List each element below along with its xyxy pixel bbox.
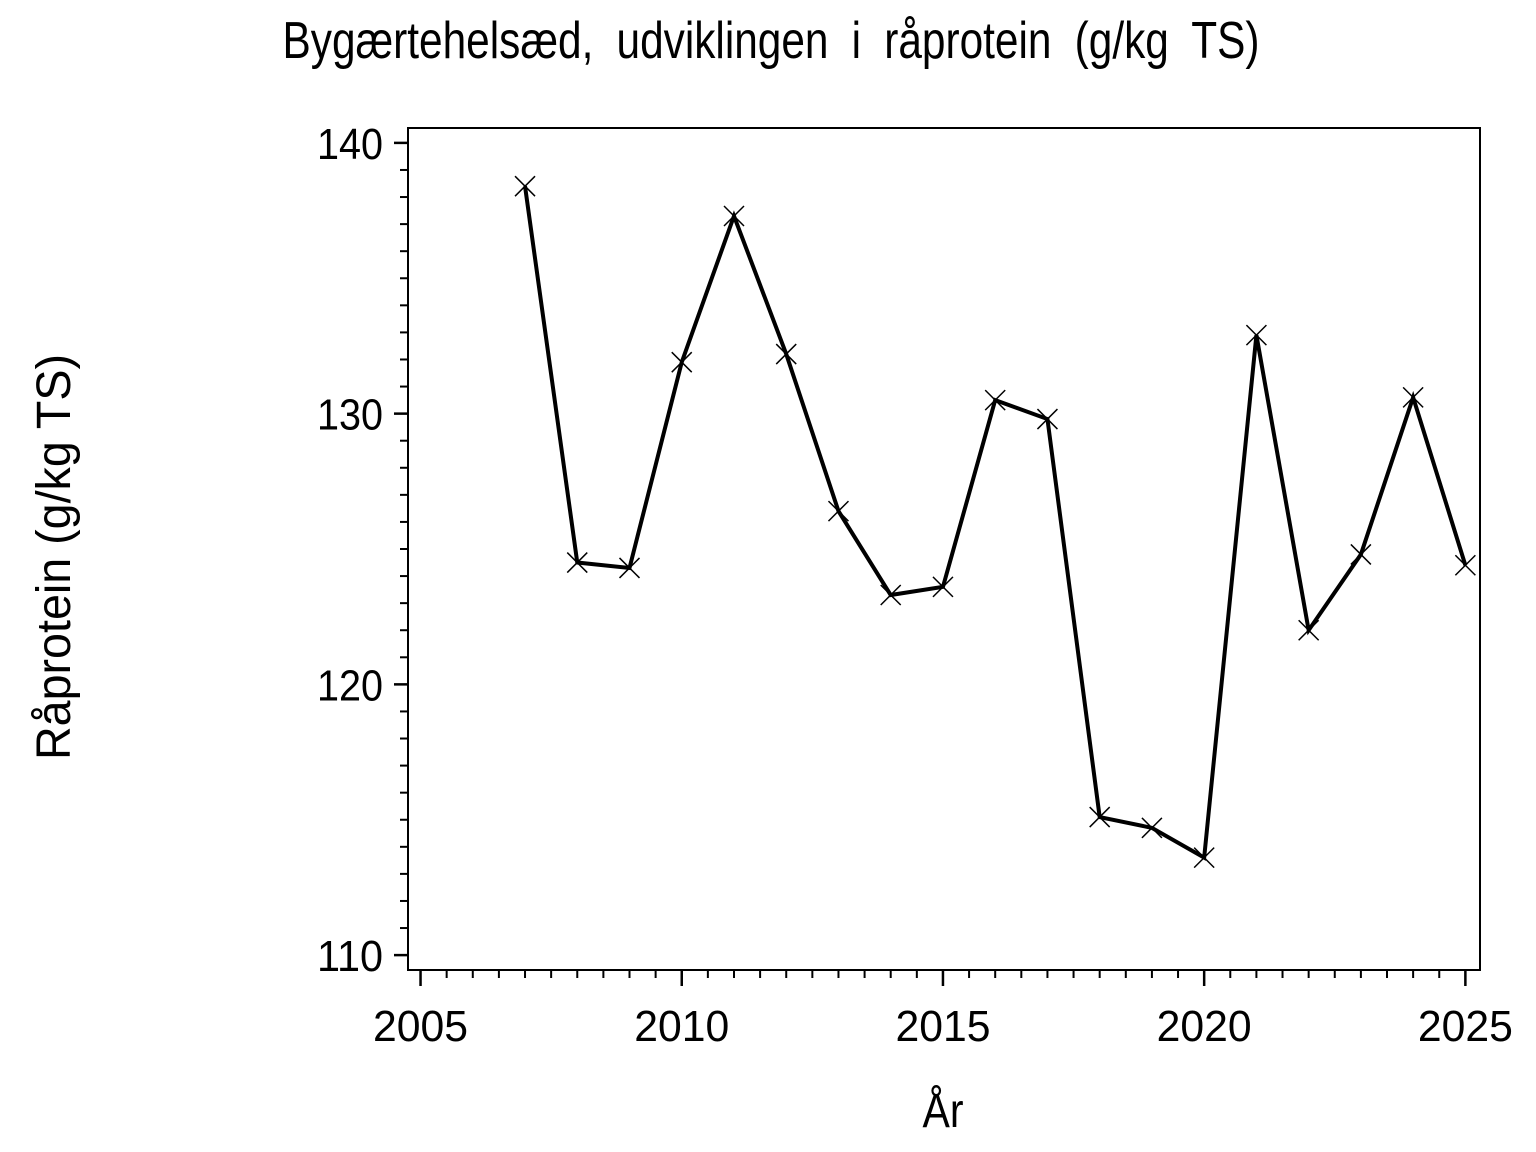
plot-frame — [407, 127, 1481, 971]
data-point-marker — [1193, 847, 1215, 869]
data-point-marker — [984, 389, 1006, 411]
y-tick-label: 140 — [317, 120, 383, 169]
marker-stroke — [1350, 543, 1372, 565]
marker-stroke — [1298, 619, 1320, 641]
x-axis-ticks — [419, 970, 1467, 986]
marker-stroke — [827, 500, 850, 522]
marker-stroke — [880, 584, 902, 606]
marker-stroke — [514, 175, 536, 197]
marker-stroke — [775, 343, 797, 365]
x-tick-label: 2025 — [1418, 1002, 1513, 1051]
marker-stroke — [1402, 386, 1424, 408]
x-axis-title: År — [923, 1085, 964, 1138]
data-point-marker — [880, 584, 902, 606]
data-point-marker — [1298, 619, 1320, 641]
y-axis-tick-labels: 110 120 130 140 — [317, 120, 383, 981]
data-point-marker — [566, 552, 588, 574]
marker-stroke — [618, 557, 641, 579]
marker-stroke — [1141, 817, 1163, 839]
marker-stroke — [984, 389, 1006, 411]
x-tick-label: 2015 — [895, 1002, 990, 1051]
data-point-marker — [1089, 806, 1111, 828]
data-point-marker — [1141, 817, 1163, 839]
series-markers — [514, 175, 1476, 869]
data-point-marker — [1454, 554, 1476, 576]
x-tick-label: 2020 — [1157, 1002, 1252, 1051]
data-point-marker — [1036, 408, 1058, 430]
chart-title: Bygærtehelsæd, udviklingen i råprotein (… — [283, 12, 1260, 70]
data-point-marker — [1245, 324, 1267, 346]
data-point-marker — [827, 500, 850, 522]
y-axis-title: Råprotein (g/kg TS) — [28, 354, 81, 760]
data-point-marker — [1402, 386, 1424, 408]
y-tick-label: 130 — [317, 391, 383, 440]
marker-stroke — [1036, 408, 1058, 430]
data-point-marker — [671, 351, 693, 373]
data-point-marker — [1350, 543, 1372, 565]
marker-stroke — [723, 205, 745, 227]
data-point-marker — [618, 557, 641, 579]
data-point-marker — [723, 205, 745, 227]
series-line — [523, 185, 1468, 861]
marker-stroke — [932, 576, 954, 598]
x-tick-label: 2005 — [373, 1002, 468, 1051]
data-point-marker — [932, 576, 954, 598]
y-tick-label: 120 — [317, 661, 383, 710]
marker-stroke — [1245, 324, 1267, 346]
x-tick-label: 2010 — [634, 1002, 729, 1051]
x-axis-tick-labels: 2005 2010 2015 2020 2025 — [373, 1002, 1513, 1051]
y-axis-ticks — [394, 141, 408, 957]
data-point-marker — [775, 343, 797, 365]
marker-stroke — [671, 351, 693, 373]
marker-stroke — [1454, 554, 1476, 576]
marker-stroke — [1089, 806, 1111, 828]
marker-stroke — [1193, 847, 1215, 869]
data-point-marker — [514, 175, 536, 197]
y-tick-label: 110 — [317, 932, 383, 981]
marker-stroke — [566, 552, 588, 574]
